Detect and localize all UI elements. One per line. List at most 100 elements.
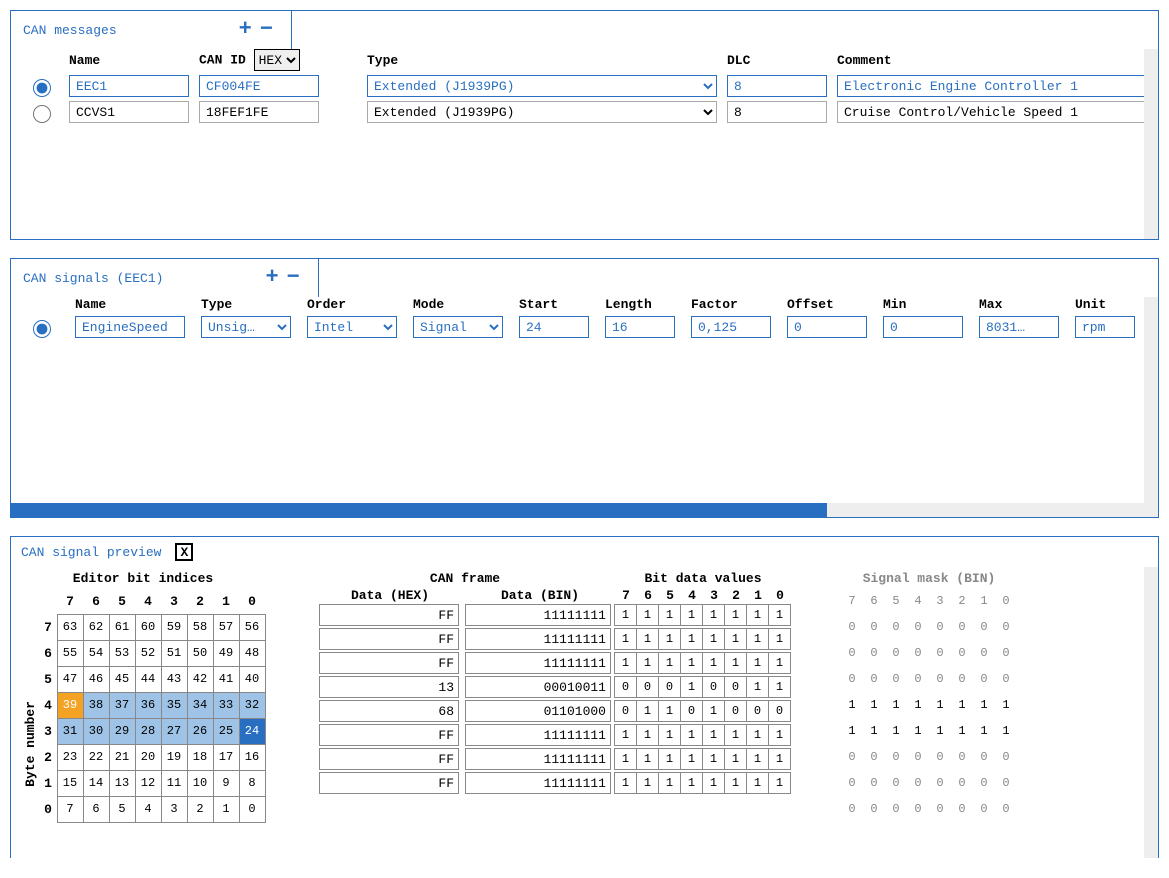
editor-bit-cell[interactable]: 37 [109, 692, 136, 719]
editor-bit-cell[interactable]: 31 [57, 718, 84, 745]
editor-bit-cell[interactable]: 34 [187, 692, 214, 719]
editor-bit-cell[interactable]: 54 [83, 640, 110, 667]
editor-bit-cell[interactable]: 10 [187, 770, 214, 797]
editor-bit-cell[interactable]: 16 [239, 744, 266, 771]
message-row-radio[interactable] [33, 79, 51, 97]
editor-bit-cell[interactable]: 30 [83, 718, 110, 745]
editor-bit-cell[interactable]: 43 [161, 666, 188, 693]
editor-bit-cell[interactable]: 11 [161, 770, 188, 797]
message-canid-input[interactable] [199, 75, 319, 97]
signal-min-input[interactable] [883, 316, 963, 338]
close-preview-icon[interactable]: X [175, 543, 193, 561]
editor-bit-cell[interactable]: 48 [239, 640, 266, 667]
frame-hex-input[interactable] [319, 652, 459, 674]
signal-mode-select[interactable]: SignalMultiplex [413, 316, 503, 338]
editor-bit-cell[interactable]: 41 [213, 666, 240, 693]
editor-bit-cell[interactable]: 33 [213, 692, 240, 719]
editor-bit-cell[interactable]: 49 [213, 640, 240, 667]
frame-hex-input[interactable] [319, 700, 459, 722]
editor-bit-cell[interactable]: 13 [109, 770, 136, 797]
editor-bit-cell[interactable]: 38 [83, 692, 110, 719]
editor-bit-cell[interactable]: 46 [83, 666, 110, 693]
message-comment-input[interactable] [837, 75, 1146, 97]
editor-bit-cell[interactable]: 27 [161, 718, 188, 745]
editor-bit-cell[interactable]: 15 [57, 770, 84, 797]
add-message-icon[interactable]: + [239, 19, 252, 41]
message-type-select[interactable]: StandardExtended (J1939PG) [367, 75, 717, 97]
editor-bit-cell[interactable]: 19 [161, 744, 188, 771]
signals-vscroll[interactable] [1144, 297, 1158, 517]
editor-bit-cell[interactable]: 14 [83, 770, 110, 797]
editor-bit-cell[interactable]: 26 [187, 718, 214, 745]
frame-hex-input[interactable] [319, 724, 459, 746]
signal-factor-input[interactable] [691, 316, 771, 338]
signal-unit-input[interactable] [1075, 316, 1135, 338]
editor-bit-cell[interactable]: 23 [57, 744, 84, 771]
editor-bit-cell[interactable]: 59 [161, 614, 188, 641]
editor-bit-cell[interactable]: 17 [213, 744, 240, 771]
editor-bit-cell[interactable]: 35 [161, 692, 188, 719]
editor-bit-cell[interactable]: 24 [239, 718, 266, 745]
frame-hex-input[interactable] [319, 748, 459, 770]
editor-bit-cell[interactable]: 47 [57, 666, 84, 693]
signal-max-input[interactable] [979, 316, 1059, 338]
editor-bit-cell[interactable]: 1 [213, 796, 240, 823]
editor-bit-cell[interactable]: 32 [239, 692, 266, 719]
frame-hex-input[interactable] [319, 628, 459, 650]
editor-bit-cell[interactable]: 20 [135, 744, 162, 771]
editor-bit-cell[interactable]: 44 [135, 666, 162, 693]
editor-bit-cell[interactable]: 63 [57, 614, 84, 641]
canid-format-select[interactable]: HEXDEC [254, 49, 300, 71]
message-dlc-input[interactable] [727, 75, 827, 97]
remove-message-icon[interactable]: − [260, 19, 273, 41]
editor-bit-cell[interactable]: 40 [239, 666, 266, 693]
editor-bit-cell[interactable]: 52 [135, 640, 162, 667]
message-row-radio[interactable] [33, 105, 51, 123]
signal-start-input[interactable] [519, 316, 589, 338]
editor-bit-cell[interactable]: 28 [135, 718, 162, 745]
editor-bit-cell[interactable]: 18 [187, 744, 214, 771]
editor-bit-cell[interactable]: 36 [135, 692, 162, 719]
editor-bit-cell[interactable]: 57 [213, 614, 240, 641]
signal-row-radio[interactable] [33, 320, 51, 338]
signal-length-input[interactable] [605, 316, 675, 338]
editor-bit-cell[interactable]: 58 [187, 614, 214, 641]
editor-bit-cell[interactable]: 25 [213, 718, 240, 745]
editor-bit-cell[interactable]: 60 [135, 614, 162, 641]
frame-hex-input[interactable] [319, 604, 459, 626]
message-name-input[interactable] [69, 75, 189, 97]
editor-bit-cell[interactable]: 51 [161, 640, 188, 667]
editor-bit-cell[interactable]: 6 [83, 796, 110, 823]
editor-bit-cell[interactable]: 50 [187, 640, 214, 667]
preview-vscroll[interactable] [1144, 567, 1158, 858]
add-signal-icon[interactable]: + [265, 267, 278, 289]
editor-bit-cell[interactable]: 22 [83, 744, 110, 771]
editor-bit-cell[interactable]: 39 [57, 692, 84, 719]
editor-bit-cell[interactable]: 8 [239, 770, 266, 797]
editor-bit-cell[interactable]: 61 [109, 614, 136, 641]
editor-bit-cell[interactable]: 53 [109, 640, 136, 667]
signal-order-select[interactable]: IntelMotorola [307, 316, 397, 338]
editor-bit-cell[interactable]: 2 [187, 796, 214, 823]
editor-bit-cell[interactable]: 7 [57, 796, 84, 823]
editor-bit-cell[interactable]: 4 [135, 796, 162, 823]
editor-bit-cell[interactable]: 9 [213, 770, 240, 797]
editor-bit-cell[interactable]: 42 [187, 666, 214, 693]
editor-bit-cell[interactable]: 0 [239, 796, 266, 823]
message-dlc-input[interactable] [727, 101, 827, 123]
editor-bit-cell[interactable]: 5 [109, 796, 136, 823]
editor-bit-cell[interactable]: 62 [83, 614, 110, 641]
remove-signal-icon[interactable]: − [287, 267, 300, 289]
signals-hscroll[interactable] [11, 503, 1144, 517]
message-name-input[interactable] [69, 101, 189, 123]
message-type-select[interactable]: StandardExtended (J1939PG) [367, 101, 717, 123]
editor-bit-cell[interactable]: 29 [109, 718, 136, 745]
signal-type-select[interactable]: Unsig…SignedFloat [201, 316, 291, 338]
editor-bit-cell[interactable]: 21 [109, 744, 136, 771]
message-canid-input[interactable] [199, 101, 319, 123]
signal-offset-input[interactable] [787, 316, 867, 338]
frame-hex-input[interactable] [319, 772, 459, 794]
editor-bit-cell[interactable]: 56 [239, 614, 266, 641]
editor-bit-cell[interactable]: 45 [109, 666, 136, 693]
frame-hex-input[interactable] [319, 676, 459, 698]
